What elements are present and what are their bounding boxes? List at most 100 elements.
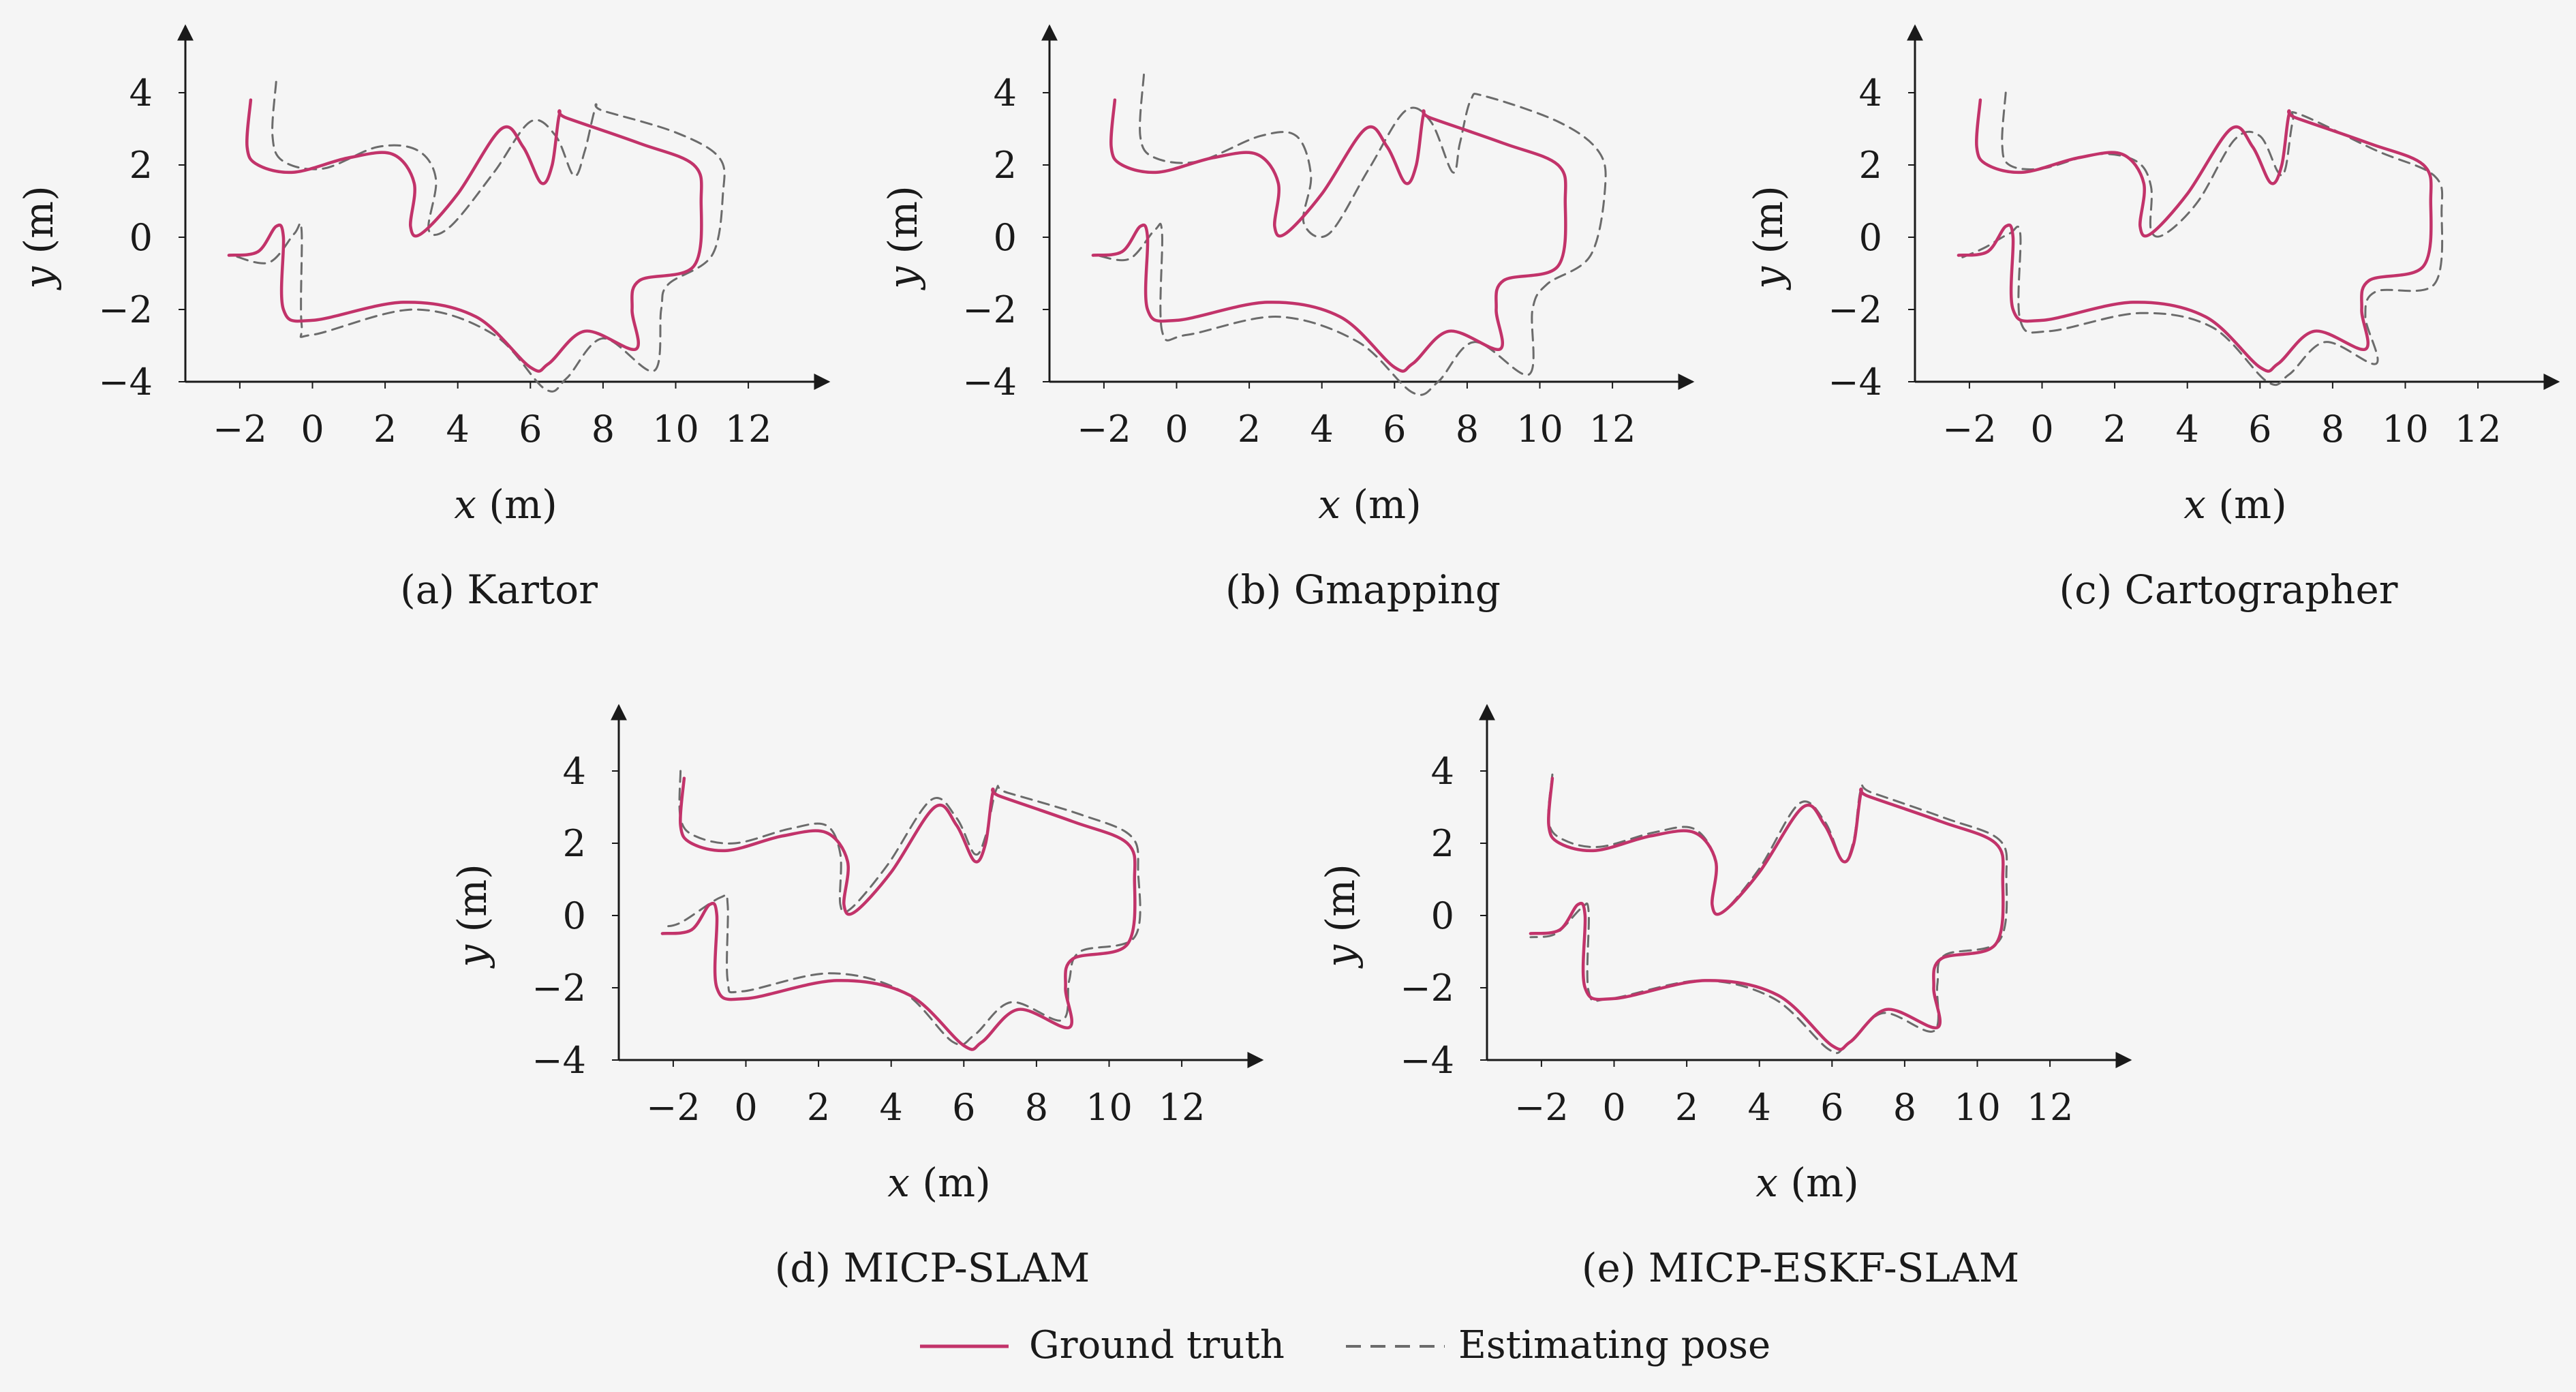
y-axis-label: y (m)	[449, 864, 495, 969]
y-axis-label: y (m)	[1317, 864, 1364, 969]
y-tick-label: 4	[129, 72, 153, 115]
legend: Ground truth Estimating pose	[920, 1323, 1770, 1367]
ground-truth-trajectory-line	[227, 98, 703, 373]
y-tick-label: 4	[1431, 750, 1454, 793]
y-tick-label: 2	[129, 144, 153, 187]
chart-2: −2 0 2 4 6 8 10 12 −4 −2 0 2 4 x (m) y (m) (c) Cartogra…	[1745, 24, 2560, 613]
y-tick-label: 0	[129, 216, 153, 259]
x-axis-label: x (m)	[1318, 481, 1421, 528]
legend-estimate-label: Estimating pose	[1458, 1323, 1770, 1367]
estimate-trajectory-line	[1529, 773, 2008, 1055]
x-tick-label: 2	[807, 1086, 830, 1129]
x-tick-label: 0	[1165, 408, 1188, 451]
y-tick-label: 2	[563, 822, 586, 865]
y-tick-label: −4	[532, 1039, 586, 1082]
chart-caption: (c) Cartographer	[2059, 566, 2397, 613]
y-tick-label: 4	[994, 72, 1017, 115]
x-tick-label: 10	[1086, 1086, 1133, 1129]
y-tick-label: −2	[98, 288, 153, 331]
legend-ground-truth-label: Ground truth	[1029, 1323, 1285, 1367]
chart-caption: (e) MICP-ESKF-SLAM	[1582, 1245, 2019, 1291]
estimate-trajectory-line	[661, 770, 1141, 1046]
x-tick-label: 6	[1820, 1086, 1843, 1129]
x-axis-label: x (m)	[2183, 481, 2286, 528]
x-tick-label: 12	[725, 408, 772, 451]
y-axis-label: y (m)	[16, 185, 62, 290]
x-tick-label: 0	[734, 1086, 757, 1129]
ground-truth-trajectory-line	[1091, 98, 1567, 373]
y-tick-label: 2	[994, 144, 1017, 187]
chart-caption: (b) Gmapping	[1225, 566, 1501, 613]
x-tick-label: −2	[1514, 1086, 1569, 1129]
y-tick-label: 2	[1859, 144, 1882, 187]
x-tick-label: 10	[2382, 408, 2429, 451]
y-tick-label: −2	[1400, 967, 1454, 1010]
ground-truth-trajectory-line	[1529, 776, 2005, 1051]
x-tick-label: 0	[301, 408, 324, 451]
y-tick-label: 0	[1859, 216, 1882, 259]
y-tick-label: 4	[1859, 72, 1882, 115]
estimate-trajectory-line	[1957, 91, 2444, 387]
x-tick-label: 10	[1954, 1086, 2001, 1129]
x-axis-label: x (m)	[887, 1160, 990, 1206]
chart-4: −2 0 2 4 6 8 10 12 −4 −2 0 2 4 x (m) y (m) (e) MICP-ESK…	[1317, 703, 2132, 1291]
y-tick-label: 2	[1431, 822, 1454, 865]
x-tick-label: −2	[1077, 408, 1131, 451]
y-tick-label: −2	[532, 967, 586, 1010]
chart-caption: (d) MICP-SLAM	[775, 1245, 1090, 1291]
x-axis-label: x (m)	[1755, 1160, 1858, 1206]
x-tick-label: 2	[373, 408, 397, 451]
x-tick-label: 4	[1310, 408, 1334, 451]
x-tick-label: −2	[646, 1086, 701, 1129]
x-tick-label: −2	[1942, 408, 1997, 451]
y-tick-label: 0	[563, 894, 586, 937]
y-tick-label: 4	[563, 750, 586, 793]
x-tick-label: 8	[592, 408, 615, 451]
x-tick-label: 10	[652, 408, 699, 451]
estimate-trajectory-line	[231, 80, 726, 393]
estimate-trajectory-line	[1095, 74, 1607, 396]
x-tick-label: 6	[519, 408, 542, 451]
y-tick-label: −4	[1400, 1039, 1454, 1082]
y-tick-label: −4	[962, 361, 1017, 404]
x-axis-label: x (m)	[454, 481, 557, 528]
chart-0: −2 0 2 4 6 8 10 12 −4 −2 0 2 4 x (m) y (m) (a) Kartor	[16, 24, 831, 613]
x-tick-label: 0	[1602, 1086, 1625, 1129]
x-tick-label: 6	[1383, 408, 1406, 451]
x-tick-label: 8	[2321, 408, 2344, 451]
x-tick-label: 12	[2455, 408, 2502, 451]
x-tick-label: 4	[446, 408, 470, 451]
x-tick-label: 6	[2248, 408, 2271, 451]
y-axis-label: y (m)	[880, 185, 926, 290]
x-tick-label: 12	[1589, 408, 1636, 451]
x-tick-label: −2	[213, 408, 267, 451]
chart-1: −2 0 2 4 6 8 10 12 −4 −2 0 2 4 x (m) y (m) (b) Gmapping	[880, 24, 1695, 613]
y-tick-label: −2	[962, 288, 1017, 331]
ground-truth-trajectory-line	[660, 776, 1137, 1051]
x-tick-label: 2	[2103, 408, 2126, 451]
x-tick-label: 4	[880, 1086, 903, 1129]
x-tick-label: 8	[1025, 1086, 1048, 1129]
y-tick-label: −2	[1828, 288, 1882, 331]
ground-truth-trajectory-line	[1957, 98, 2433, 373]
x-tick-label: 12	[1159, 1086, 1206, 1129]
chart-caption: (a) Kartor	[400, 566, 598, 613]
x-tick-label: 6	[952, 1086, 975, 1129]
y-tick-label: −4	[98, 361, 153, 404]
x-tick-label: 4	[2176, 408, 2199, 451]
y-tick-label: 0	[1431, 894, 1454, 937]
y-axis-label: y (m)	[1745, 185, 1792, 290]
y-tick-label: −4	[1828, 361, 1882, 404]
y-tick-label: 0	[994, 216, 1017, 259]
x-tick-label: 10	[1516, 408, 1563, 451]
x-tick-label: 2	[1675, 1086, 1698, 1129]
x-tick-label: 8	[1893, 1086, 1916, 1129]
x-tick-label: 12	[2027, 1086, 2074, 1129]
x-tick-label: 0	[2030, 408, 2053, 451]
x-tick-label: 2	[1238, 408, 1261, 451]
x-tick-label: 4	[1748, 1086, 1771, 1129]
x-tick-label: 8	[1456, 408, 1479, 451]
chart-3: −2 0 2 4 6 8 10 12 −4 −2 0 2 4 x (m) y (m) (d) MICP-SLA…	[449, 703, 1264, 1291]
